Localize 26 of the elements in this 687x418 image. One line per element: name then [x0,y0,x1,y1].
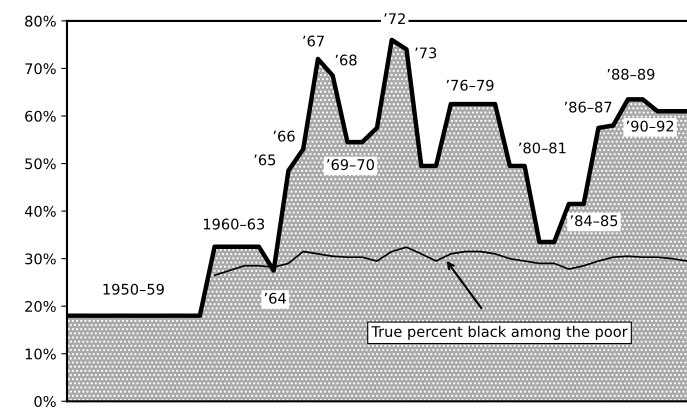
annotation: 1960–63 [204,218,264,230]
annotation: ’66 [274,130,295,142]
annotation: ’72 [384,13,405,24]
y-tick-label: 30% [25,253,56,264]
annotation: 1950–59 [104,284,164,295]
y-tick-label: 60% [25,110,56,122]
y-tick-label: 80% [25,16,56,27]
y-tick-label: 0% [34,396,56,408]
annotation: ’84–85 [570,215,618,226]
y-tick-label: 10% [26,348,56,360]
annotation: ’69–70 [327,159,374,170]
annotation: ’88–89 [608,68,654,80]
annotation: ’80–81 [519,142,566,154]
annotation: ’73 [415,47,436,58]
y-tick-label: 50% [25,158,56,170]
annotation: ’67 [303,35,324,47]
y-tick-label: 70% [25,63,56,74]
annotation: ’64 [264,292,286,304]
annotation: ’76–79 [446,80,494,91]
y-tick-label: 20% [25,300,56,312]
y-tick-label: 40% [24,206,56,217]
annotation: ’86–87 [564,102,612,113]
annotation: ’65 [254,154,276,166]
annotation: ’90–92 [626,120,674,132]
annotation: ’68 [336,54,357,66]
text: True percent black among the poor [371,326,628,340]
